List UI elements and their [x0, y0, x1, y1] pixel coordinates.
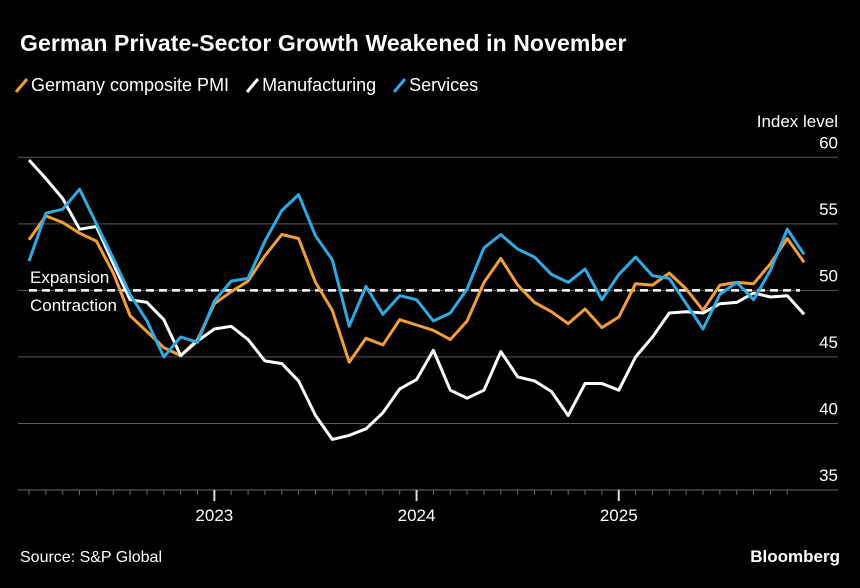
y-tick-label: 35: [819, 466, 838, 485]
x-tick-label: 2024: [398, 506, 436, 525]
chart-title: German Private-Sector Growth Weakened in…: [20, 30, 627, 56]
y-tick-label: 50: [819, 266, 838, 285]
legend: Germany composite PMI Manufacturing Serv…: [14, 75, 479, 96]
y-tick-label: 45: [819, 333, 838, 352]
series-line-services: [27, 187, 806, 359]
legend-label-manufacturing: Manufacturing: [262, 75, 377, 95]
legend-label-services: Services: [409, 75, 479, 95]
y-tick-label: 60: [819, 133, 838, 152]
legend-item-services: Services: [393, 75, 479, 96]
series-line-germany-composite-pmi: [27, 214, 806, 364]
legend-label-composite: Germany composite PMI: [31, 75, 230, 95]
y-axis-label: Index level: [757, 112, 838, 131]
series-line-manufacturing: [27, 158, 806, 441]
source-note: Source: S&P Global: [20, 549, 163, 566]
x-tick-label: 2025: [600, 506, 638, 525]
y-tick-label: 40: [819, 399, 838, 418]
x-tick-label: 2023: [195, 506, 233, 525]
legend-item-composite: Germany composite PMI: [14, 75, 230, 96]
bloomberg-logo: Bloomberg: [750, 547, 840, 566]
y-tick-label: 55: [819, 200, 838, 219]
contraction-label: Contraction: [30, 296, 117, 315]
expansion-label: Expansion: [30, 268, 109, 287]
legend-item-manufacturing: Manufacturing: [245, 75, 377, 96]
